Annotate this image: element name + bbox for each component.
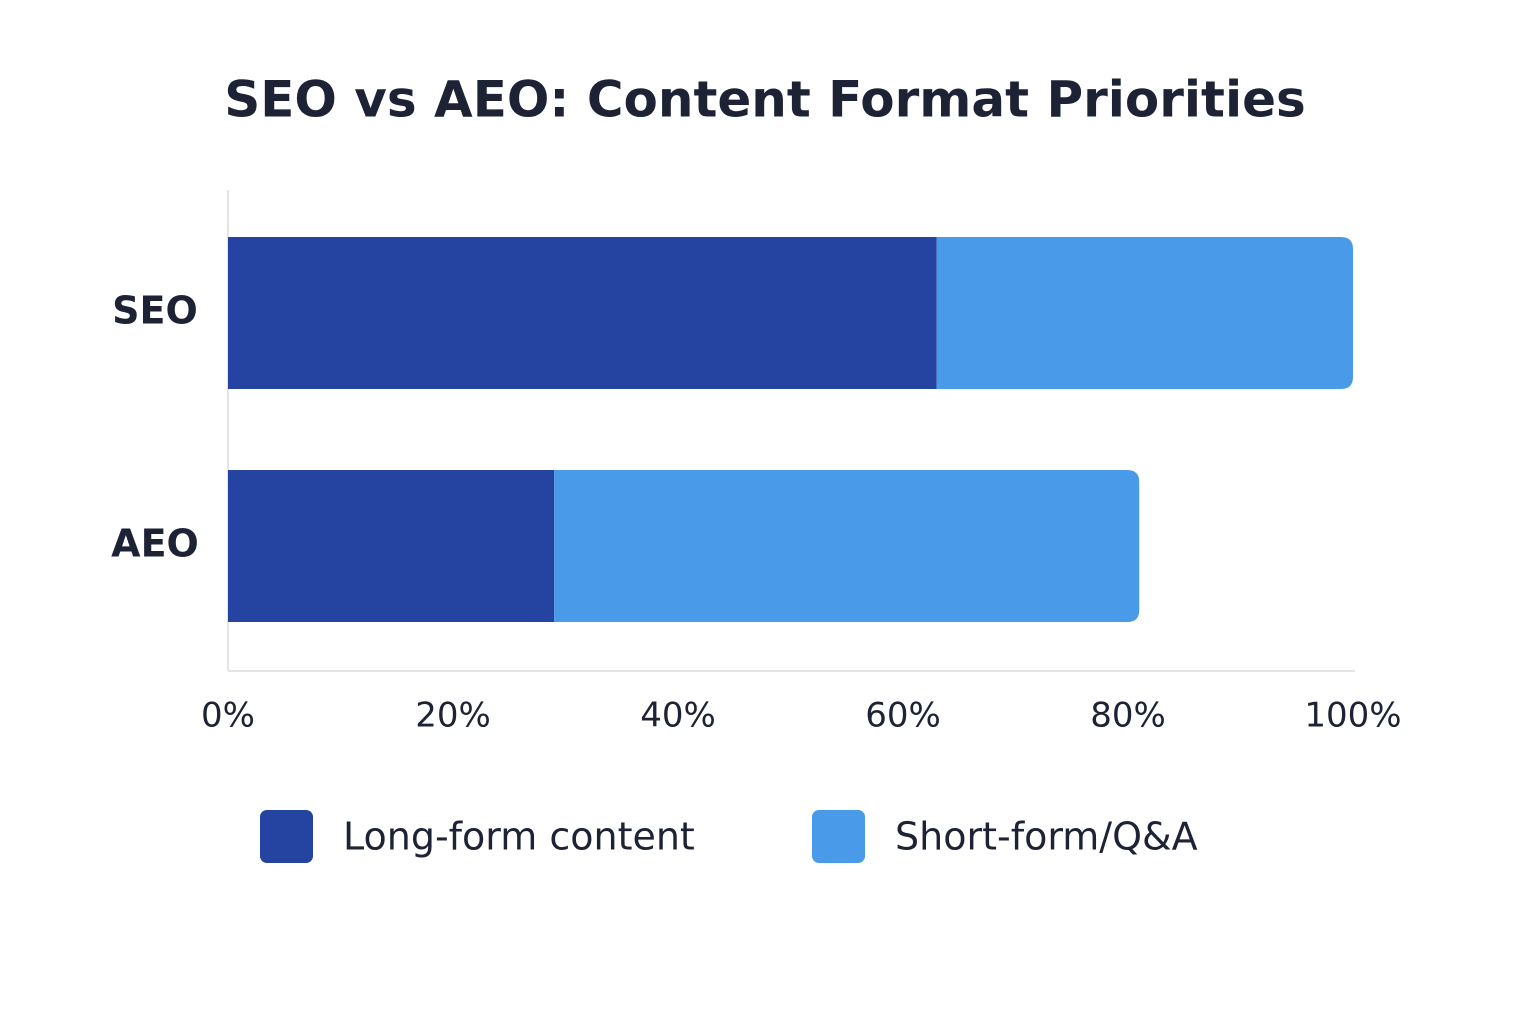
x-tick-label: 80% xyxy=(1090,696,1166,736)
bar-segment xyxy=(936,237,1353,389)
legend-swatch xyxy=(260,810,313,863)
x-tick-label: 20% xyxy=(415,696,491,736)
x-tick-label: 0% xyxy=(201,696,255,736)
x-tick-label: 100% xyxy=(1304,696,1401,736)
bar-segment xyxy=(228,470,555,622)
chart-title: SEO vs AEO: Content Format Priorities xyxy=(224,71,1306,129)
x-tick-label: 40% xyxy=(640,696,716,736)
y-tick-label: SEO xyxy=(112,289,198,333)
x-tick-label: 60% xyxy=(865,696,941,736)
y-tick-label: AEO xyxy=(111,522,199,566)
legend-swatch xyxy=(812,810,865,863)
legend-label: Long-form content xyxy=(343,815,695,859)
bar-segment xyxy=(554,470,1140,622)
bar-segment xyxy=(228,237,937,389)
legend-label: Short-form/Q&A xyxy=(895,815,1198,859)
